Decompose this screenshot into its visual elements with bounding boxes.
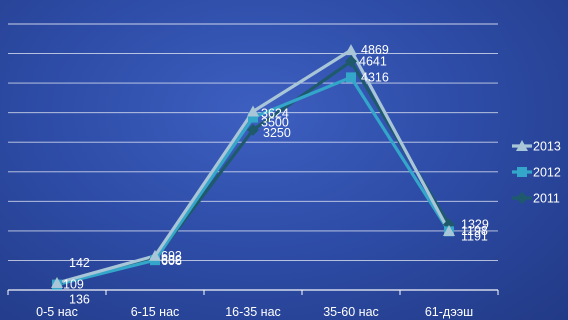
series-line-2013 [55, 48, 451, 285]
data-label-2012: 109 [63, 278, 84, 292]
data-label-2012: 606 [161, 254, 182, 268]
data-point-2013 [149, 249, 161, 261]
legend: 2013 2012 2011 [512, 140, 561, 206]
data-label-2013: 693 [161, 249, 182, 263]
data-point-2013 [443, 224, 455, 236]
series-line-2011 [55, 59, 451, 285]
data-labels: 142 693 3624 4869 1198 109 606 3500 4316 1191 136 6… [63, 43, 489, 306]
x-tick-label: 0-5 нас [36, 305, 78, 319]
data-label-2011: 136 [69, 292, 90, 306]
gridlines [8, 23, 498, 291]
legend-marker-icon [516, 192, 528, 204]
data-point-2011 [247, 123, 259, 136]
data-label-2012: 4316 [361, 70, 389, 84]
data-label-2011: 4641 [359, 54, 387, 68]
data-point-2013 [345, 44, 357, 56]
x-axis: 0-5 нас 6-15 нас 16-35 нас 35-60 нас 61-дээш [7, 290, 499, 319]
data-label-2012: 3500 [261, 116, 289, 130]
data-point-2012 [248, 112, 258, 123]
legend-marker-icon [517, 167, 527, 177]
data-label-2013: 1198 [461, 224, 488, 238]
data-label-2011: 1329 [461, 218, 489, 232]
x-tick-label: 61-дээш [425, 305, 473, 319]
series-markers [51, 44, 455, 290]
legend-marker-icon [516, 140, 528, 151]
data-label-2011: 3250 [263, 126, 291, 140]
data-point-2012 [346, 72, 356, 83]
data-label-2013: 3624 [261, 106, 289, 120]
data-label-2013: 4869 [361, 43, 389, 57]
legend-label: 2012 [533, 166, 561, 180]
data-label-2013: 142 [69, 256, 90, 270]
data-point-2013 [51, 277, 63, 289]
series-lines [55, 48, 451, 287]
data-point-2013 [247, 105, 259, 117]
x-tick-label: 35-60 нас [323, 305, 379, 319]
legend-label: 2011 [533, 192, 560, 206]
data-label-2011: 632 [161, 253, 182, 267]
x-tick-label: 6-15 нас [131, 305, 180, 319]
data-label-2012: 1191 [461, 229, 488, 243]
legend-label: 2013 [533, 140, 561, 154]
x-tick-label: 16-35 нас [225, 305, 281, 319]
data-point-2011 [345, 55, 357, 68]
